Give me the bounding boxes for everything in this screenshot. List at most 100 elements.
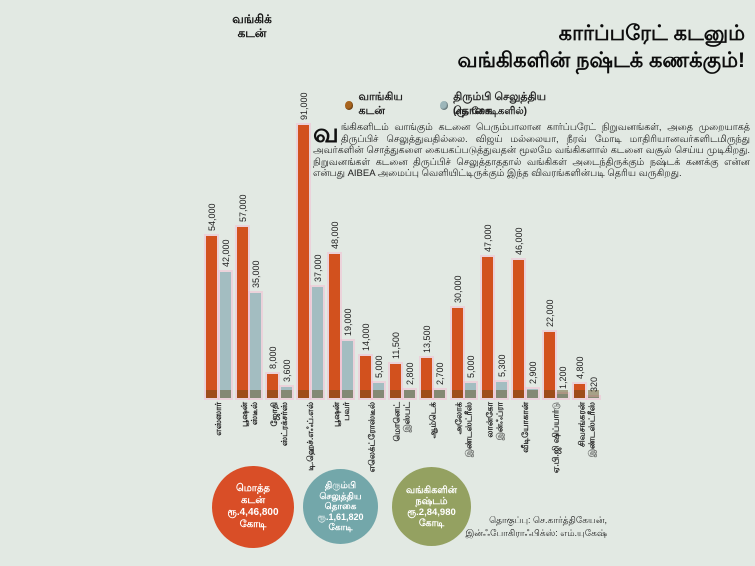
bar-base-band [434, 390, 446, 398]
bar-repaid [280, 387, 292, 398]
bar-value-label: 47,000 [483, 224, 494, 252]
bar-value-label: 11,500 [391, 331, 402, 359]
bar-base-band [206, 390, 217, 398]
bar-value-label: 30,000 [452, 275, 463, 303]
bar-value-label: 13,500 [421, 324, 432, 353]
bar-loan [298, 125, 310, 398]
bar-base-band [390, 390, 402, 398]
category-label: சிவசங்கரன் இண்டஸ்ட்ரீஸ் [576, 402, 596, 458]
intro-text: ங்கிகளிடம் வாங்கும் கடனை பெரும்பாலான கார… [313, 122, 750, 180]
credits: தொகுப்பு: செ.கார்த்திகேயன், இன்ஃபோகிராஃப… [466, 514, 607, 540]
bar-loan [482, 257, 494, 398]
bar-base-band [526, 390, 538, 398]
summary-circle-repaid: திரும்பி செலுத்திய தொகை ரூ.1,61,820 கோடி [303, 469, 378, 544]
bar-base-band [219, 390, 231, 398]
bar-repaid [373, 383, 384, 398]
bar-value-label: 5,000 [466, 355, 477, 378]
bar-value-label: 37,000 [312, 254, 323, 282]
bar-value-label: 2,800 [404, 362, 415, 385]
bar-value-label: 4,800 [575, 356, 586, 379]
bar-value-label: 1,200 [558, 366, 569, 390]
bar-value-label: 320 [588, 376, 599, 392]
bar-value-label: 57,000 [237, 194, 248, 222]
intro-paragraph: வ ங்கிகளிடம் வாங்கும் கடனை பெரும்பாலான கா… [313, 118, 750, 180]
repaid-dot-icon [439, 100, 449, 110]
bar-loan [390, 363, 402, 398]
category-label: ஏ.பி.ஜி ஷிப்யார்டு [550, 402, 561, 474]
credits-line1: தொகுப்பு: செ.கார்த்திகேயன், [489, 515, 607, 525]
bar-value-label: 2,900 [527, 361, 538, 385]
bar-base-band [236, 390, 248, 398]
bar-loan [267, 374, 279, 398]
category-label: வீடியோகான் [519, 402, 530, 453]
page-title: கார்ப்பரேட் கடனும் வங்கிகளின் நஷ்டக் கணக… [457, 20, 745, 74]
category-label: எஸ்ஸார் [212, 402, 223, 436]
category-label: டி.ஹெச்.எஃப்.எல் [304, 402, 315, 471]
summary-circle-total-loan: மொத்த கடன் ரூ.4,46,800 கோடி [212, 466, 294, 548]
bar-base-band [280, 390, 292, 398]
bar-loan [206, 236, 217, 398]
summary-circle-loss: வங்கிகளின் நஷ்டம் ரூ.2,84,980 கோடி [392, 467, 471, 546]
bar-base-band [574, 390, 586, 398]
credits-line2: இன்ஃபோகிராஃபிக்ஸ்: எம்.யுகேஷ் [465, 528, 607, 538]
page-title-line2: வங்கிகளின் நஷ்டக் கணக்கும்! [457, 49, 745, 72]
loan-dot-icon [345, 100, 354, 110]
bar-repaid [495, 382, 507, 398]
bar-value-label: 5,000 [374, 355, 384, 378]
bar-value-label: 8,000 [268, 346, 279, 369]
bar-loan [543, 332, 555, 398]
bar-repaid [403, 389, 415, 398]
bar-base-band [373, 390, 384, 398]
bar-repaid [342, 341, 354, 398]
category-label: மொனெட் இஸ்பட் [391, 402, 412, 442]
bar-value-label: 35,000 [251, 260, 262, 288]
bar-repaid [434, 389, 446, 398]
bar-loan [451, 308, 463, 398]
bar-base-band [482, 390, 494, 398]
bar-repaid [250, 293, 262, 398]
bar-value-label: 3,600 [281, 359, 292, 383]
category-label: ஜோதி ஸ்ட்ரக்சர்ஸ் [269, 402, 289, 447]
bar-loan [236, 227, 248, 398]
bar-repaid [311, 287, 323, 398]
bar-base-band [495, 390, 507, 398]
intro-dropcap: வ [313, 118, 339, 148]
bar-value-label: 54,000 [207, 203, 217, 231]
category-label: பூஷன் ஸ்டீல் [238, 402, 258, 427]
bar-base-band [403, 390, 415, 398]
bar-loan [574, 383, 586, 398]
category-label: எலெக்ட்ரோஸ்டீல் [366, 402, 376, 473]
bar-loan [359, 356, 371, 398]
bar-base-band [342, 390, 354, 398]
bar-base-band [451, 390, 463, 398]
bar-base-band [250, 390, 262, 398]
bar-base-band [557, 390, 569, 398]
bar-base-band [587, 390, 599, 398]
bar-base-band [420, 390, 432, 398]
bar-loan [513, 260, 524, 398]
bar-repaid [526, 389, 538, 398]
bar-loan [328, 254, 340, 398]
bar-base-band [359, 390, 371, 398]
bar-value-label: 2,700 [435, 362, 446, 385]
corner-label: வங்கிக் கடன் [232, 12, 272, 40]
bar-value-label: 14,000 [360, 323, 371, 351]
bar-repaid [587, 390, 599, 398]
bar-base-band [543, 390, 555, 398]
bar-value-label: 46,000 [514, 227, 524, 255]
bar-repaid [557, 390, 569, 398]
category-label: ஆம்டெக் [427, 402, 438, 439]
bar-value-label: 19,000 [343, 308, 354, 336]
bar-base-band [267, 390, 279, 398]
page-title-line1: கார்ப்பரேட் கடனும் [558, 22, 745, 45]
bar-base-band [465, 390, 477, 398]
bar-repaid [465, 383, 477, 398]
bar-repaid [219, 272, 231, 398]
bar-base-band [311, 390, 323, 398]
category-label: பூஷன் பவர் [330, 402, 351, 427]
bar-value-label: 91,000 [299, 92, 310, 120]
bar-value-label: 22,000 [544, 299, 555, 327]
bar-base-band [328, 390, 340, 398]
bar-base-band [513, 390, 524, 398]
